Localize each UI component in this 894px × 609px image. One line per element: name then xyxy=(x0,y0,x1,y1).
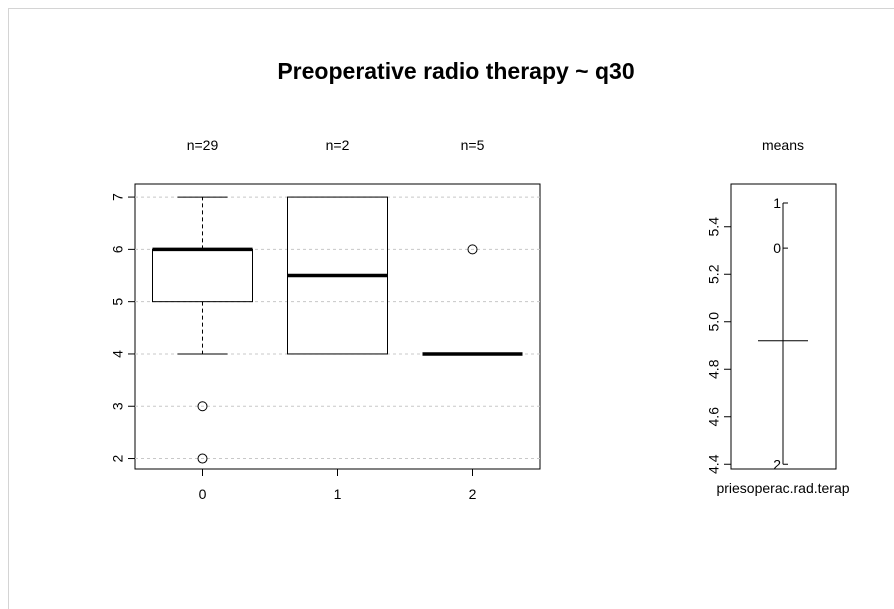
boxplot-y-axis: 2 3 4 5 6 7 xyxy=(110,193,135,462)
outlier-point xyxy=(197,401,208,412)
group-count-label: n=5 xyxy=(461,137,485,153)
plot-frame xyxy=(8,8,894,609)
y-tick-label: 4.4 xyxy=(706,454,722,474)
y-tick-label: 5.2 xyxy=(706,264,722,284)
box-group-0 xyxy=(152,196,253,464)
x-tick-label: 0 xyxy=(199,486,207,502)
box-group-1 xyxy=(287,196,388,355)
chart-title: Preoperative radio therapy ~ q30 xyxy=(277,58,634,84)
outlier-point xyxy=(197,453,208,464)
outlier-point xyxy=(467,244,478,255)
means-plot-area xyxy=(730,183,837,470)
group-mean-label: 1 xyxy=(773,195,781,211)
y-tick-label: 2 xyxy=(110,454,126,462)
group-mean-label: 2 xyxy=(773,456,781,472)
y-tick-label: 7 xyxy=(110,193,126,201)
group-count-label: n=29 xyxy=(187,137,219,153)
means-panel: means priesoperac.rad.terap 4.4 4.6 4.8 5.0… xyxy=(706,137,850,496)
boxplot-x-axis: 0 1 2 xyxy=(199,469,477,502)
y-tick-label: 5.4 xyxy=(706,217,722,237)
y-tick-label: 4 xyxy=(110,350,126,358)
group-count-label: n=2 xyxy=(326,137,350,153)
means-marks: 1 0 2 xyxy=(758,195,808,472)
means-x-label: priesoperac.rad.terap xyxy=(716,480,849,496)
means-y-axis: 4.4 4.6 4.8 5.0 5.2 5.4 xyxy=(706,217,731,474)
means-title: means xyxy=(762,137,804,153)
boxplot-gridlines xyxy=(135,196,540,460)
boxplot-plot-area xyxy=(134,183,541,470)
box-group-2 xyxy=(422,244,523,356)
y-tick-label: 3 xyxy=(110,402,126,410)
y-tick-label: 5.0 xyxy=(706,312,722,332)
x-tick-label: 1 xyxy=(334,486,342,502)
y-tick-label: 5 xyxy=(110,298,126,306)
x-tick-label: 2 xyxy=(469,486,477,502)
group-mean-label: 0 xyxy=(773,240,781,256)
box-iqr xyxy=(152,248,253,303)
boxplot-marks xyxy=(152,196,523,464)
y-tick-label: 6 xyxy=(110,245,126,253)
y-tick-label: 4.6 xyxy=(706,407,722,427)
y-tick-label: 4.8 xyxy=(706,359,722,379)
boxplot-panel: 2 3 4 5 6 7 0 1 2 n=29 n=2 n=5 xyxy=(110,137,541,502)
boxplot-counts: n=29 n=2 n=5 xyxy=(187,137,485,153)
